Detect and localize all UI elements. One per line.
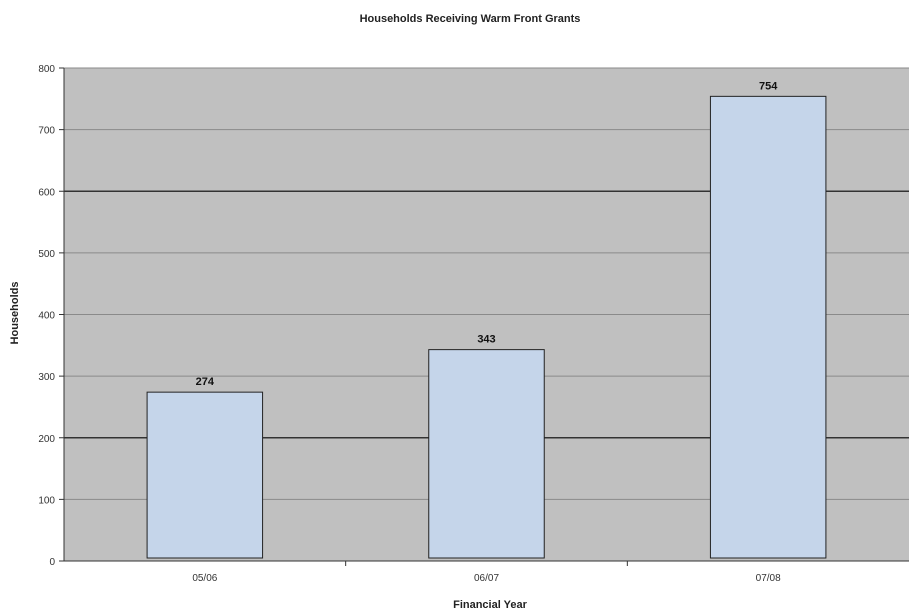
bars: [146, 95, 827, 559]
y-tick-label: 300: [38, 372, 55, 383]
y-tick-label: 700: [38, 126, 55, 137]
y-axis-label: Households: [9, 282, 21, 345]
x-axis-ticks: 05/06 06/07 07/08: [192, 561, 781, 584]
y-tick-label: 500: [38, 249, 55, 260]
x-tick-label: 06/07: [474, 573, 499, 584]
y-axis-ticks: 0 100 200 300 400 500 600 700 800: [38, 64, 64, 568]
data-label: 754: [759, 80, 778, 92]
bar: [146, 391, 264, 559]
y-tick-label: 400: [38, 311, 55, 322]
bar: [428, 349, 545, 559]
y-tick-label: 200: [38, 434, 55, 445]
data-label: 343: [477, 334, 495, 346]
y-tick-label: 0: [49, 557, 55, 568]
bar: [709, 95, 827, 559]
y-tick-label: 800: [38, 64, 55, 75]
x-tick-label: 05/06: [192, 573, 217, 584]
data-labels: 274 343 754: [196, 80, 779, 388]
y-tick-label: 100: [38, 495, 55, 506]
y-tick-label: 600: [38, 187, 55, 198]
data-label: 274: [196, 376, 215, 388]
x-axis-label: Financial Year: [453, 599, 528, 611]
chart-title: Households Receiving Warm Front Grants: [360, 13, 581, 25]
x-tick-label: 07/08: [756, 573, 781, 584]
